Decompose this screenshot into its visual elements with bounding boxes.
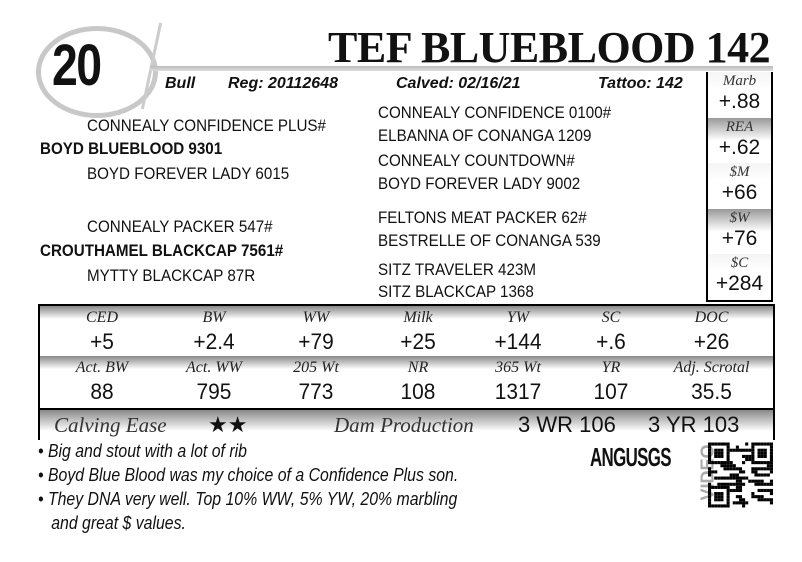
column-header: Act. WW xyxy=(186,359,242,376)
dam-production-yr: 3 YR 103 xyxy=(648,412,740,437)
epd-value: +76 xyxy=(721,226,758,250)
column-header: DOC xyxy=(694,309,729,326)
epd-header-row: CED BW WW Milk YW SC DOC xyxy=(40,306,773,328)
ancestor: SITZ BLACKCAP 1368 xyxy=(378,283,534,301)
cell-value: 108 xyxy=(400,379,436,404)
cell-value: +2.4 xyxy=(193,329,235,354)
column-header: BW xyxy=(202,309,226,326)
cell-value: 1317 xyxy=(494,379,542,404)
epd-label: $M xyxy=(729,164,750,181)
column-header: Milk xyxy=(403,309,433,326)
epd-m: $M +66 xyxy=(708,163,771,209)
cell-value: +5 xyxy=(90,329,114,354)
ranch-logo xyxy=(36,26,158,118)
note: and great $ values. xyxy=(38,513,186,533)
dam: CROUTHAMEL BLACKCAP 7561# xyxy=(40,242,284,260)
registration: Reg: 20112648 xyxy=(228,75,338,92)
column-header: Adj. Scrotal xyxy=(673,359,750,376)
actual-value-row: 88 795 773 108 1317 107 35.5 xyxy=(40,378,773,406)
epd-value: +66 xyxy=(721,181,758,205)
ancestor: CONNEALY CONFIDENCE 0100# xyxy=(378,104,612,122)
dam-production-wr: 3 WR 106 xyxy=(518,412,616,437)
sire-sire: CONNEALY CONFIDENCE PLUS# xyxy=(87,117,327,135)
calving-dam-row: Calving Ease ★★ Dam Production 3 WR 106 … xyxy=(40,408,773,440)
cell-value: +26 xyxy=(693,329,730,354)
epd-marb: Marb +.88 xyxy=(708,72,771,118)
note: • Big and stout with a lot of rib xyxy=(38,441,247,461)
cell-value: +79 xyxy=(298,329,334,354)
ancestor: BESTRELLE OF CONANGA 539 xyxy=(378,232,601,250)
column-header: 365 Wt xyxy=(495,359,541,376)
epd-label: $C xyxy=(730,255,749,272)
epd-value-row: +5 +2.4 +79 +25 +144 +.6 +26 xyxy=(40,328,773,356)
cell-value: 88 xyxy=(90,379,114,404)
angus-gs-logo: ANGUSGS xyxy=(590,442,672,472)
epd-label: REA xyxy=(725,118,754,135)
sire: BOYD BLUEBLOOD 9301 xyxy=(40,140,223,158)
cell-value: +25 xyxy=(400,329,436,354)
column-header: SC xyxy=(601,309,621,326)
column-header: 205 Wt xyxy=(293,359,339,376)
column-header: CED xyxy=(86,309,118,326)
epd-rea: REA +.62 xyxy=(708,117,771,164)
epd-w: $W +76 xyxy=(708,208,771,255)
calved-date: Calved: 02/16/21 xyxy=(396,75,521,92)
epd-value: +284 xyxy=(715,272,764,296)
divider xyxy=(150,66,773,71)
epd-value: +.62 xyxy=(718,135,761,159)
ancestor: SITZ TRAVELER 423M xyxy=(378,261,537,279)
epd-label: Marb xyxy=(722,73,757,89)
column-header: Act. BW xyxy=(75,359,129,376)
sire-dam: BOYD FOREVER LADY 6015 xyxy=(87,165,290,183)
lot-number: 20 xyxy=(52,33,102,98)
epd-value: +.88 xyxy=(718,90,761,113)
cell-value: +.6 xyxy=(596,329,626,354)
dam-production-label: Dam Production xyxy=(334,413,474,437)
cell-value: 107 xyxy=(593,379,629,404)
epd-c: $C +284 xyxy=(708,254,771,300)
ancestor: CONNEALY COUNTDOWN# xyxy=(378,152,575,170)
column-header: YW xyxy=(506,309,530,326)
column-header: YR xyxy=(601,359,621,376)
cell-value: 795 xyxy=(196,379,232,404)
dam-dam: MYTTY BLACKCAP 87R xyxy=(87,267,256,285)
dam-sire: CONNEALY PACKER 547# xyxy=(87,218,273,236)
ancestor: ELBANNA OF CONANGA 1209 xyxy=(378,127,592,145)
cell-value: 35.5 xyxy=(691,379,732,404)
note: • They DNA very well. Top 10% WW, 5% YW,… xyxy=(38,489,458,509)
calving-ease-label: Calving Ease xyxy=(54,413,167,437)
cell-value: +144 xyxy=(494,329,542,354)
ancestor: BOYD FOREVER LADY 9002 xyxy=(378,175,581,193)
epd-label: $W xyxy=(729,209,750,226)
performance-table: CED BW WW Milk YW SC DOC +5 +2.4 +79 +25 +144 +.6 +2… xyxy=(38,304,775,440)
note: • Boyd Blue Blood was my choice of a Con… xyxy=(38,465,459,485)
value-epd-box: Marb +.88 REA +.62 $M +66 $W +76 $C +284 xyxy=(706,72,773,302)
actual-header-row: Act. BW Act. WW 205 Wt NR 365 Wt YR Adj. Scrot… xyxy=(40,356,773,378)
animal-name: TEF BLUEBLOOD 142 xyxy=(328,23,771,72)
column-header: WW xyxy=(302,309,330,326)
tattoo: Tattoo: 142 xyxy=(598,75,683,92)
sex: Bull xyxy=(165,75,196,92)
calving-ease-stars: ★★ xyxy=(208,412,248,437)
cell-value: 773 xyxy=(298,379,334,404)
column-header: NR xyxy=(407,359,429,376)
video-qr-code[interactable] xyxy=(708,440,773,510)
ancestor: FELTONS MEAT PACKER 62# xyxy=(378,209,587,227)
